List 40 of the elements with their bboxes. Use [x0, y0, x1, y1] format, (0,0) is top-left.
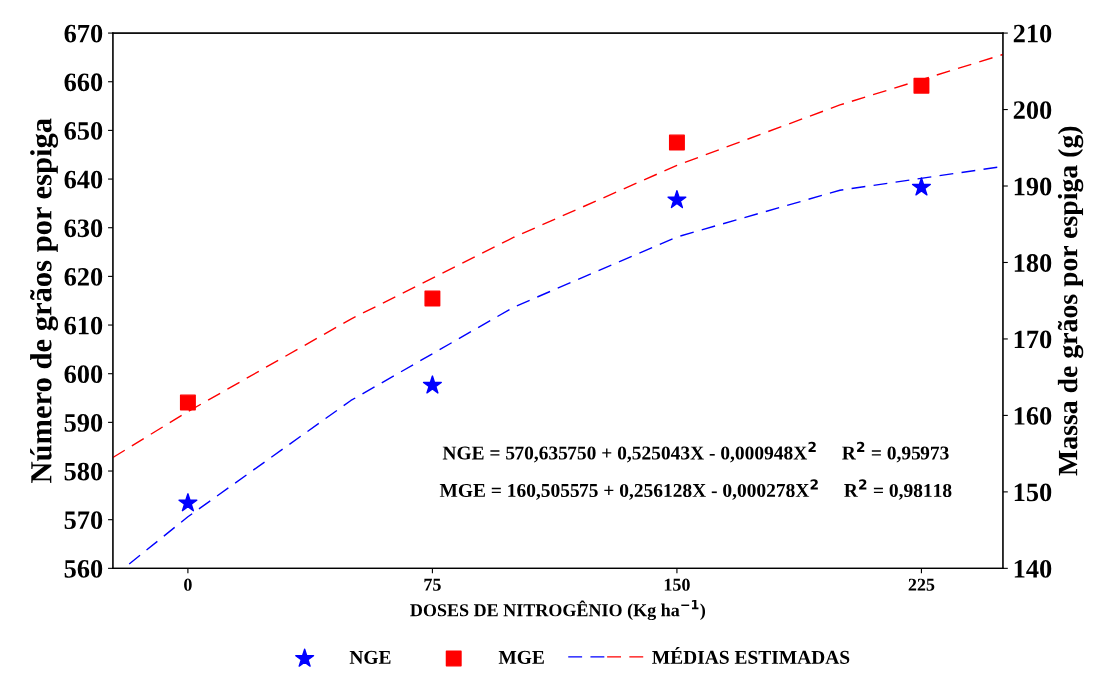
- y-tick-label: 630: [64, 219, 103, 238]
- y2-tick-label: 150: [1014, 483, 1052, 502]
- x-axis-title: DOSES DE NITROGÊNIO (Kg ha$^{−1}$): [410, 600, 706, 621]
- y-tick-label: 640: [64, 170, 103, 189]
- point: [913, 77, 930, 94]
- y2-tick-label: 170: [1014, 330, 1052, 349]
- legend-label: MGE: [498, 650, 544, 664]
- text: MGE = 160,505575 + 0,256128X - 0,000278X$^{2}$ R$^{2}$ = 0,98118: [439, 479, 952, 500]
- y2-tick-label: 210: [1013, 24, 1052, 43]
- text: NGE = 570,635750 + 0,525043X - 0,000948X$^{2}$ R$^{2}$ = 0,95973: [442, 441, 949, 463]
- y-tick-label: 660: [64, 73, 103, 92]
- point: [422, 375, 442, 394]
- y2-tick-label: 160: [1014, 407, 1052, 425]
- x-tick-label: 0: [184, 578, 192, 591]
- x-tick-label: 75: [424, 578, 441, 591]
- y-tick-label: 610: [64, 316, 103, 335]
- point: [178, 493, 198, 512]
- y2-axis-title: Massa de grãos por espiga (g): [1057, 126, 1084, 476]
- legend-label: NGE: [349, 650, 391, 664]
- legend-label: MÉDIAS ESTIMADAS: [652, 647, 850, 664]
- y2-tick-label: 200: [1013, 101, 1052, 119]
- y2-tick-label: 190: [1014, 177, 1052, 196]
- y-axis-title: Número de grãos por espiga: [30, 118, 59, 483]
- y-tick-label: 580: [64, 462, 103, 481]
- y-tick-label: 620: [64, 267, 103, 286]
- y-tick-label: 600: [64, 365, 103, 384]
- point: [667, 189, 687, 209]
- x-tick-label: 150: [664, 578, 690, 591]
- y-tick-label: 590: [64, 413, 103, 432]
- y2-tick-label: 180: [1014, 254, 1052, 272]
- x-tick-label: 225: [908, 578, 935, 591]
- point: [911, 177, 931, 196]
- y-tick-label: 650: [64, 122, 103, 140]
- y-tick-label: 560: [64, 559, 103, 578]
- point: [179, 394, 196, 411]
- y-tick-label: 670: [64, 24, 103, 43]
- y-tick-label: 570: [64, 511, 103, 530]
- point: [424, 290, 441, 307]
- y2-tick-label: 140: [1014, 559, 1052, 578]
- point: [668, 134, 685, 151]
